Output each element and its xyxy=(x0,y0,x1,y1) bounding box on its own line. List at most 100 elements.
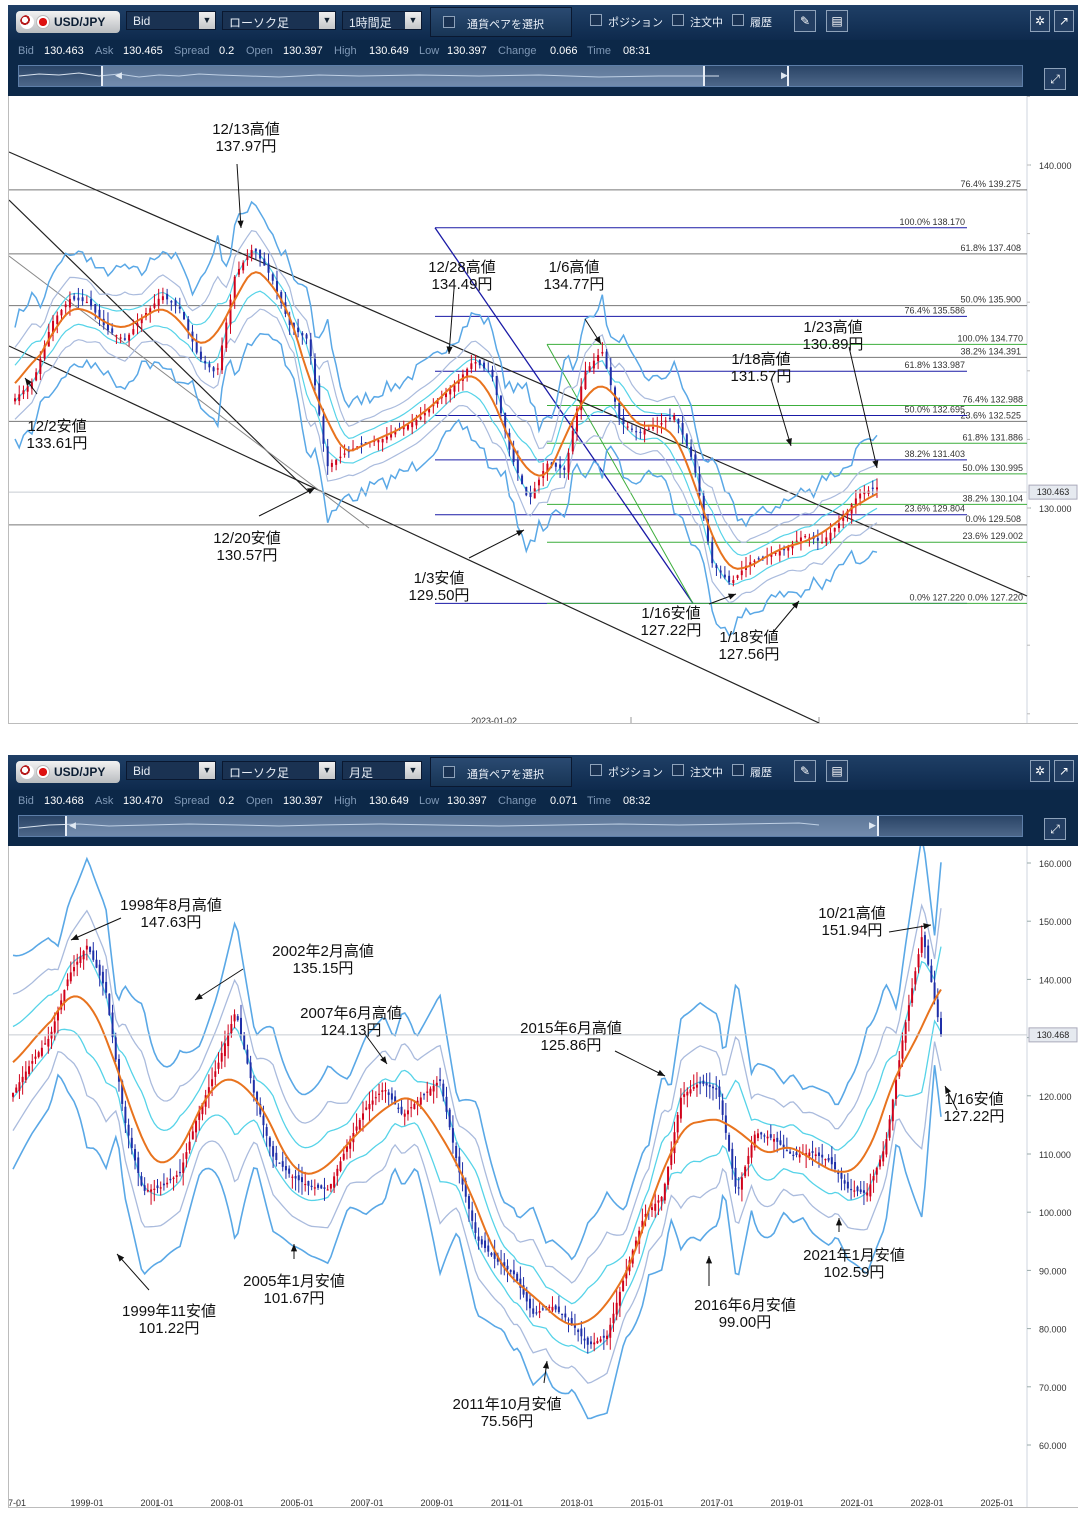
select-pair-checkbox[interactable] xyxy=(443,16,455,28)
candle-body xyxy=(535,1312,538,1314)
spread-label: Spread xyxy=(174,45,210,57)
candle-body xyxy=(397,1107,400,1110)
x-tick-label: 2015-01 xyxy=(630,1498,663,1507)
chart-type-select[interactable]: ローソク足 ▼ xyxy=(222,761,336,780)
annotation-label: 12/20安値 xyxy=(213,530,281,547)
candle-body xyxy=(242,262,245,271)
y-tick-label: 80.000 xyxy=(1039,1325,1067,1335)
candle-body xyxy=(660,423,663,425)
annotation-label: 135.15円 xyxy=(293,960,354,977)
history-checkbox[interactable] xyxy=(732,764,744,776)
orders-checkbox[interactable] xyxy=(672,14,684,26)
select-pair-button[interactable]: 通貨ペアを選択 xyxy=(430,7,572,37)
candle-body xyxy=(787,546,790,551)
select-pair-checkbox[interactable] xyxy=(443,766,455,778)
annotation-arrowhead xyxy=(785,438,792,446)
chart-window-icon[interactable]: ▤ xyxy=(826,760,848,782)
candle-body xyxy=(223,1043,226,1057)
candle-body xyxy=(866,1192,869,1196)
y-tick-label: 120.000 xyxy=(1039,1092,1072,1102)
range-window[interactable] xyxy=(65,816,879,836)
annotation-label: 1/6高値 xyxy=(549,259,600,276)
x-tick-label: 2023-01 xyxy=(910,1498,943,1507)
range-left-arrow-icon[interactable]: ◀ xyxy=(115,70,122,80)
candle-body xyxy=(521,475,524,485)
select-pair-label: 通貨ペアを選択 xyxy=(467,769,544,781)
gear-icon[interactable]: ✲ xyxy=(1030,760,1050,782)
candle-body xyxy=(172,1177,175,1179)
candle-body xyxy=(322,416,325,444)
annotation-label: 1/18高値 xyxy=(731,351,790,368)
candle-body xyxy=(567,452,570,473)
range-right-arrow-icon[interactable]: ▶ xyxy=(869,820,876,830)
candle-body xyxy=(843,1180,846,1184)
currency-pair-badge[interactable]: USD/JPY xyxy=(16,11,120,33)
popout-icon[interactable]: ↗ xyxy=(1054,760,1074,782)
candle-body xyxy=(28,1066,31,1075)
ask-value: 130.465 xyxy=(123,45,163,57)
gear-icon[interactable]: ✲ xyxy=(1030,10,1050,32)
candle-body xyxy=(757,558,760,560)
position-checkbox[interactable] xyxy=(590,14,602,26)
candle-body xyxy=(561,1313,564,1316)
candle-body xyxy=(153,303,156,308)
chart-edit-icon[interactable]: ✎ xyxy=(794,760,816,782)
bollinger-lower-1 xyxy=(12,1019,942,1354)
position-checkbox[interactable] xyxy=(590,764,602,776)
candle-body xyxy=(718,1086,721,1098)
annotation-arrow-line xyxy=(236,163,242,229)
range-right-arrow-icon[interactable]: ▶ xyxy=(781,70,788,80)
chart-window-icon[interactable]: ▤ xyxy=(826,10,848,32)
history-checkbox[interactable] xyxy=(732,14,744,26)
candle-body xyxy=(390,434,393,438)
open-label: Open xyxy=(246,795,273,807)
chart-edit-icon[interactable]: ✎ xyxy=(794,10,816,32)
range-window[interactable] xyxy=(101,66,705,86)
expand-icon[interactable]: ⤢ xyxy=(1044,68,1066,90)
annotation-arrowhead xyxy=(195,993,203,1000)
price-type-select[interactable]: Bid ▼ xyxy=(126,761,216,780)
range-scrollbar[interactable]: ◀ ▶ xyxy=(18,815,1023,837)
candle-body xyxy=(246,1049,249,1064)
candle-body xyxy=(495,375,498,396)
candle-body xyxy=(580,386,583,411)
fib-green-label: 38.2% 130.104 xyxy=(962,493,1023,503)
chart-type-select[interactable]: ローソク足 ▼ xyxy=(222,11,336,30)
candle-body xyxy=(134,1149,137,1161)
candle-body xyxy=(400,1106,403,1114)
orders-checkbox[interactable] xyxy=(672,764,684,776)
current-price-tag xyxy=(1028,1027,1078,1043)
timeframe-select[interactable]: 1時間足 ▼ xyxy=(342,11,422,30)
candle-body xyxy=(76,961,79,965)
candle-body xyxy=(811,1151,814,1153)
range-left-arrow-icon[interactable]: ◀ xyxy=(69,820,76,830)
candle-body xyxy=(827,1158,830,1161)
fib-grey-label: 38.2% 134.391 xyxy=(960,346,1021,356)
chart-toolbar: USD/JPY Bid ▼ ローソク足 ▼ 1時間足 ▼ 通貨ペアを選択 ポジション … xyxy=(8,5,1078,40)
position-label: ポジション xyxy=(608,767,663,779)
candle-body xyxy=(98,964,101,976)
currency-pair-badge[interactable]: USD/JPY xyxy=(16,761,120,783)
candle-body xyxy=(259,249,262,259)
candle-body xyxy=(453,385,456,392)
spread-value: 0.2 xyxy=(219,45,235,57)
y-tick-label: 150.000 xyxy=(1039,917,1072,927)
candle-body xyxy=(53,1021,56,1033)
candle-body xyxy=(212,367,215,372)
range-scrollbar[interactable]: ◀ ▶ xyxy=(18,65,1023,87)
candle-body xyxy=(911,988,914,1003)
expand-icon[interactable]: ⤢ xyxy=(1044,818,1066,840)
candle-body xyxy=(117,1059,120,1082)
candle-body xyxy=(824,1158,827,1161)
candle-body xyxy=(423,1094,426,1096)
x-tick-label: 2017-01 xyxy=(700,1498,733,1507)
candle-body xyxy=(686,1091,689,1096)
popout-icon[interactable]: ↗ xyxy=(1054,10,1074,32)
select-pair-button[interactable]: 通貨ペアを選択 xyxy=(430,757,572,787)
price-type-select[interactable]: Bid ▼ xyxy=(126,11,216,30)
candle-body xyxy=(641,1220,644,1228)
candle-body xyxy=(551,1306,554,1311)
timeframe-select[interactable]: 月足 ▼ xyxy=(342,761,422,780)
candle-body xyxy=(664,420,667,422)
range-handle[interactable] xyxy=(787,66,789,86)
